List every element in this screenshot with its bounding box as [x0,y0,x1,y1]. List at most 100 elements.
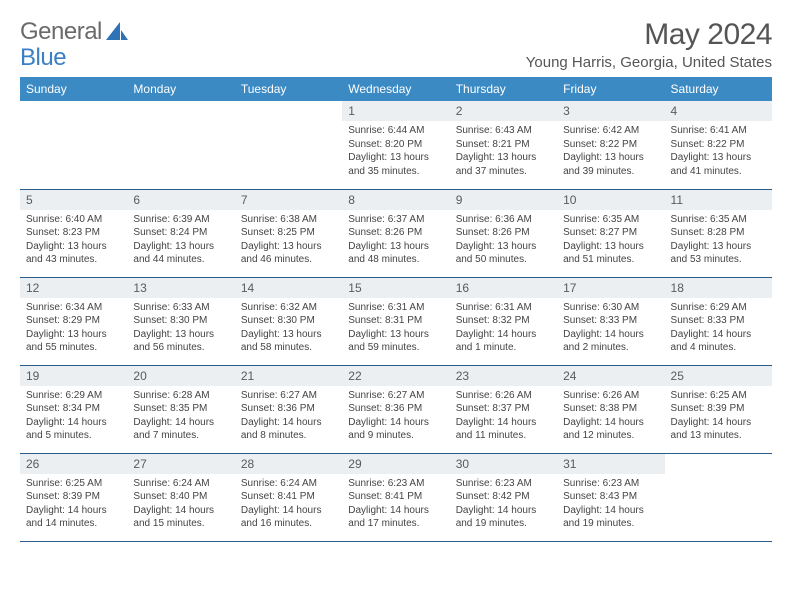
day-number: 8 [342,190,449,210]
calendar-row: 19Sunrise: 6:29 AMSunset: 8:34 PMDayligh… [20,365,772,453]
weekday-header: Thursday [450,77,557,101]
day-details: Sunrise: 6:38 AMSunset: 8:25 PMDaylight:… [235,210,342,271]
day-details: Sunrise: 6:24 AMSunset: 8:41 PMDaylight:… [235,474,342,535]
day-details: Sunrise: 6:35 AMSunset: 8:28 PMDaylight:… [665,210,772,271]
weekday-row: SundayMondayTuesdayWednesdayThursdayFrid… [20,77,772,101]
page-header: General May 2024 Young Harris, Georgia, … [20,18,772,71]
day-number: 13 [127,278,234,298]
day-details: Sunrise: 6:25 AMSunset: 8:39 PMDaylight:… [20,474,127,535]
day-number: 1 [342,101,449,121]
day-details: Sunrise: 6:31 AMSunset: 8:32 PMDaylight:… [450,298,557,359]
day-details: Sunrise: 6:39 AMSunset: 8:24 PMDaylight:… [127,210,234,271]
calendar-cell: 11Sunrise: 6:35 AMSunset: 8:28 PMDayligh… [665,189,772,277]
calendar-table: SundayMondayTuesdayWednesdayThursdayFrid… [20,77,772,542]
day-number: 7 [235,190,342,210]
calendar-cell: 31Sunrise: 6:23 AMSunset: 8:43 PMDayligh… [557,453,664,541]
month-title: May 2024 [526,18,772,52]
weekday-header: Tuesday [235,77,342,101]
calendar-cell: 28Sunrise: 6:24 AMSunset: 8:41 PMDayligh… [235,453,342,541]
calendar-cell: 18Sunrise: 6:29 AMSunset: 8:33 PMDayligh… [665,277,772,365]
day-number: 20 [127,366,234,386]
calendar-cell: 17Sunrise: 6:30 AMSunset: 8:33 PMDayligh… [557,277,664,365]
calendar-cell: 8Sunrise: 6:37 AMSunset: 8:26 PMDaylight… [342,189,449,277]
day-details: Sunrise: 6:32 AMSunset: 8:30 PMDaylight:… [235,298,342,359]
day-details: Sunrise: 6:29 AMSunset: 8:33 PMDaylight:… [665,298,772,359]
location-text: Young Harris, Georgia, United States [526,54,772,71]
weekday-header: Friday [557,77,664,101]
day-details: Sunrise: 6:31 AMSunset: 8:31 PMDaylight:… [342,298,449,359]
calendar-cell-empty [127,101,234,189]
calendar-cell: 1Sunrise: 6:44 AMSunset: 8:20 PMDaylight… [342,101,449,189]
calendar-cell: 3Sunrise: 6:42 AMSunset: 8:22 PMDaylight… [557,101,664,189]
day-number: 2 [450,101,557,121]
brand-word-2: Blue [20,44,66,72]
day-number: 25 [665,366,772,386]
calendar-cell: 10Sunrise: 6:35 AMSunset: 8:27 PMDayligh… [557,189,664,277]
day-details: Sunrise: 6:25 AMSunset: 8:39 PMDaylight:… [665,386,772,447]
calendar-row: 5Sunrise: 6:40 AMSunset: 8:23 PMDaylight… [20,189,772,277]
day-details: Sunrise: 6:43 AMSunset: 8:21 PMDaylight:… [450,121,557,182]
day-details: Sunrise: 6:42 AMSunset: 8:22 PMDaylight:… [557,121,664,182]
calendar-row: 26Sunrise: 6:25 AMSunset: 8:39 PMDayligh… [20,453,772,541]
day-number: 24 [557,366,664,386]
calendar-body: 1Sunrise: 6:44 AMSunset: 8:20 PMDaylight… [20,101,772,541]
calendar-cell: 12Sunrise: 6:34 AMSunset: 8:29 PMDayligh… [20,277,127,365]
day-number: 17 [557,278,664,298]
calendar-cell: 15Sunrise: 6:31 AMSunset: 8:31 PMDayligh… [342,277,449,365]
day-details: Sunrise: 6:41 AMSunset: 8:22 PMDaylight:… [665,121,772,182]
calendar-cell: 5Sunrise: 6:40 AMSunset: 8:23 PMDaylight… [20,189,127,277]
day-details: Sunrise: 6:27 AMSunset: 8:36 PMDaylight:… [235,386,342,447]
calendar-cell: 23Sunrise: 6:26 AMSunset: 8:37 PMDayligh… [450,365,557,453]
weekday-header: Wednesday [342,77,449,101]
day-details: Sunrise: 6:24 AMSunset: 8:40 PMDaylight:… [127,474,234,535]
calendar-cell: 24Sunrise: 6:26 AMSunset: 8:38 PMDayligh… [557,365,664,453]
day-details: Sunrise: 6:26 AMSunset: 8:37 PMDaylight:… [450,386,557,447]
day-details: Sunrise: 6:23 AMSunset: 8:43 PMDaylight:… [557,474,664,535]
day-number: 28 [235,454,342,474]
calendar-head: SundayMondayTuesdayWednesdayThursdayFrid… [20,77,772,101]
day-details: Sunrise: 6:37 AMSunset: 8:26 PMDaylight:… [342,210,449,271]
day-number: 11 [665,190,772,210]
calendar-cell: 22Sunrise: 6:27 AMSunset: 8:36 PMDayligh… [342,365,449,453]
calendar-cell: 20Sunrise: 6:28 AMSunset: 8:35 PMDayligh… [127,365,234,453]
calendar-cell: 27Sunrise: 6:24 AMSunset: 8:40 PMDayligh… [127,453,234,541]
calendar-row: 12Sunrise: 6:34 AMSunset: 8:29 PMDayligh… [20,277,772,365]
title-block: May 2024 Young Harris, Georgia, United S… [526,18,772,71]
day-number: 18 [665,278,772,298]
day-number: 27 [127,454,234,474]
day-details: Sunrise: 6:26 AMSunset: 8:38 PMDaylight:… [557,386,664,447]
day-number: 19 [20,366,127,386]
weekday-header: Monday [127,77,234,101]
calendar-cell-empty [235,101,342,189]
calendar-cell: 25Sunrise: 6:25 AMSunset: 8:39 PMDayligh… [665,365,772,453]
day-number: 21 [235,366,342,386]
day-details: Sunrise: 6:27 AMSunset: 8:36 PMDaylight:… [342,386,449,447]
calendar-cell-empty [665,453,772,541]
day-details: Sunrise: 6:36 AMSunset: 8:26 PMDaylight:… [450,210,557,271]
day-number: 23 [450,366,557,386]
day-number: 5 [20,190,127,210]
day-details: Sunrise: 6:23 AMSunset: 8:42 PMDaylight:… [450,474,557,535]
day-number: 29 [342,454,449,474]
day-details: Sunrise: 6:44 AMSunset: 8:20 PMDaylight:… [342,121,449,182]
calendar-cell: 2Sunrise: 6:43 AMSunset: 8:21 PMDaylight… [450,101,557,189]
day-details: Sunrise: 6:28 AMSunset: 8:35 PMDaylight:… [127,386,234,447]
brand-logo: General [20,18,128,46]
day-details: Sunrise: 6:34 AMSunset: 8:29 PMDaylight:… [20,298,127,359]
calendar-row: 1Sunrise: 6:44 AMSunset: 8:20 PMDaylight… [20,101,772,189]
calendar-cell: 16Sunrise: 6:31 AMSunset: 8:32 PMDayligh… [450,277,557,365]
day-number: 26 [20,454,127,474]
day-number: 15 [342,278,449,298]
day-number: 9 [450,190,557,210]
calendar-cell: 14Sunrise: 6:32 AMSunset: 8:30 PMDayligh… [235,277,342,365]
day-details: Sunrise: 6:23 AMSunset: 8:41 PMDaylight:… [342,474,449,535]
day-number: 10 [557,190,664,210]
weekday-header: Sunday [20,77,127,101]
day-number: 22 [342,366,449,386]
calendar-cell: 21Sunrise: 6:27 AMSunset: 8:36 PMDayligh… [235,365,342,453]
calendar-page: General May 2024 Young Harris, Georgia, … [0,0,792,552]
calendar-cell: 26Sunrise: 6:25 AMSunset: 8:39 PMDayligh… [20,453,127,541]
calendar-cell: 9Sunrise: 6:36 AMSunset: 8:26 PMDaylight… [450,189,557,277]
calendar-cell: 19Sunrise: 6:29 AMSunset: 8:34 PMDayligh… [20,365,127,453]
day-number: 31 [557,454,664,474]
